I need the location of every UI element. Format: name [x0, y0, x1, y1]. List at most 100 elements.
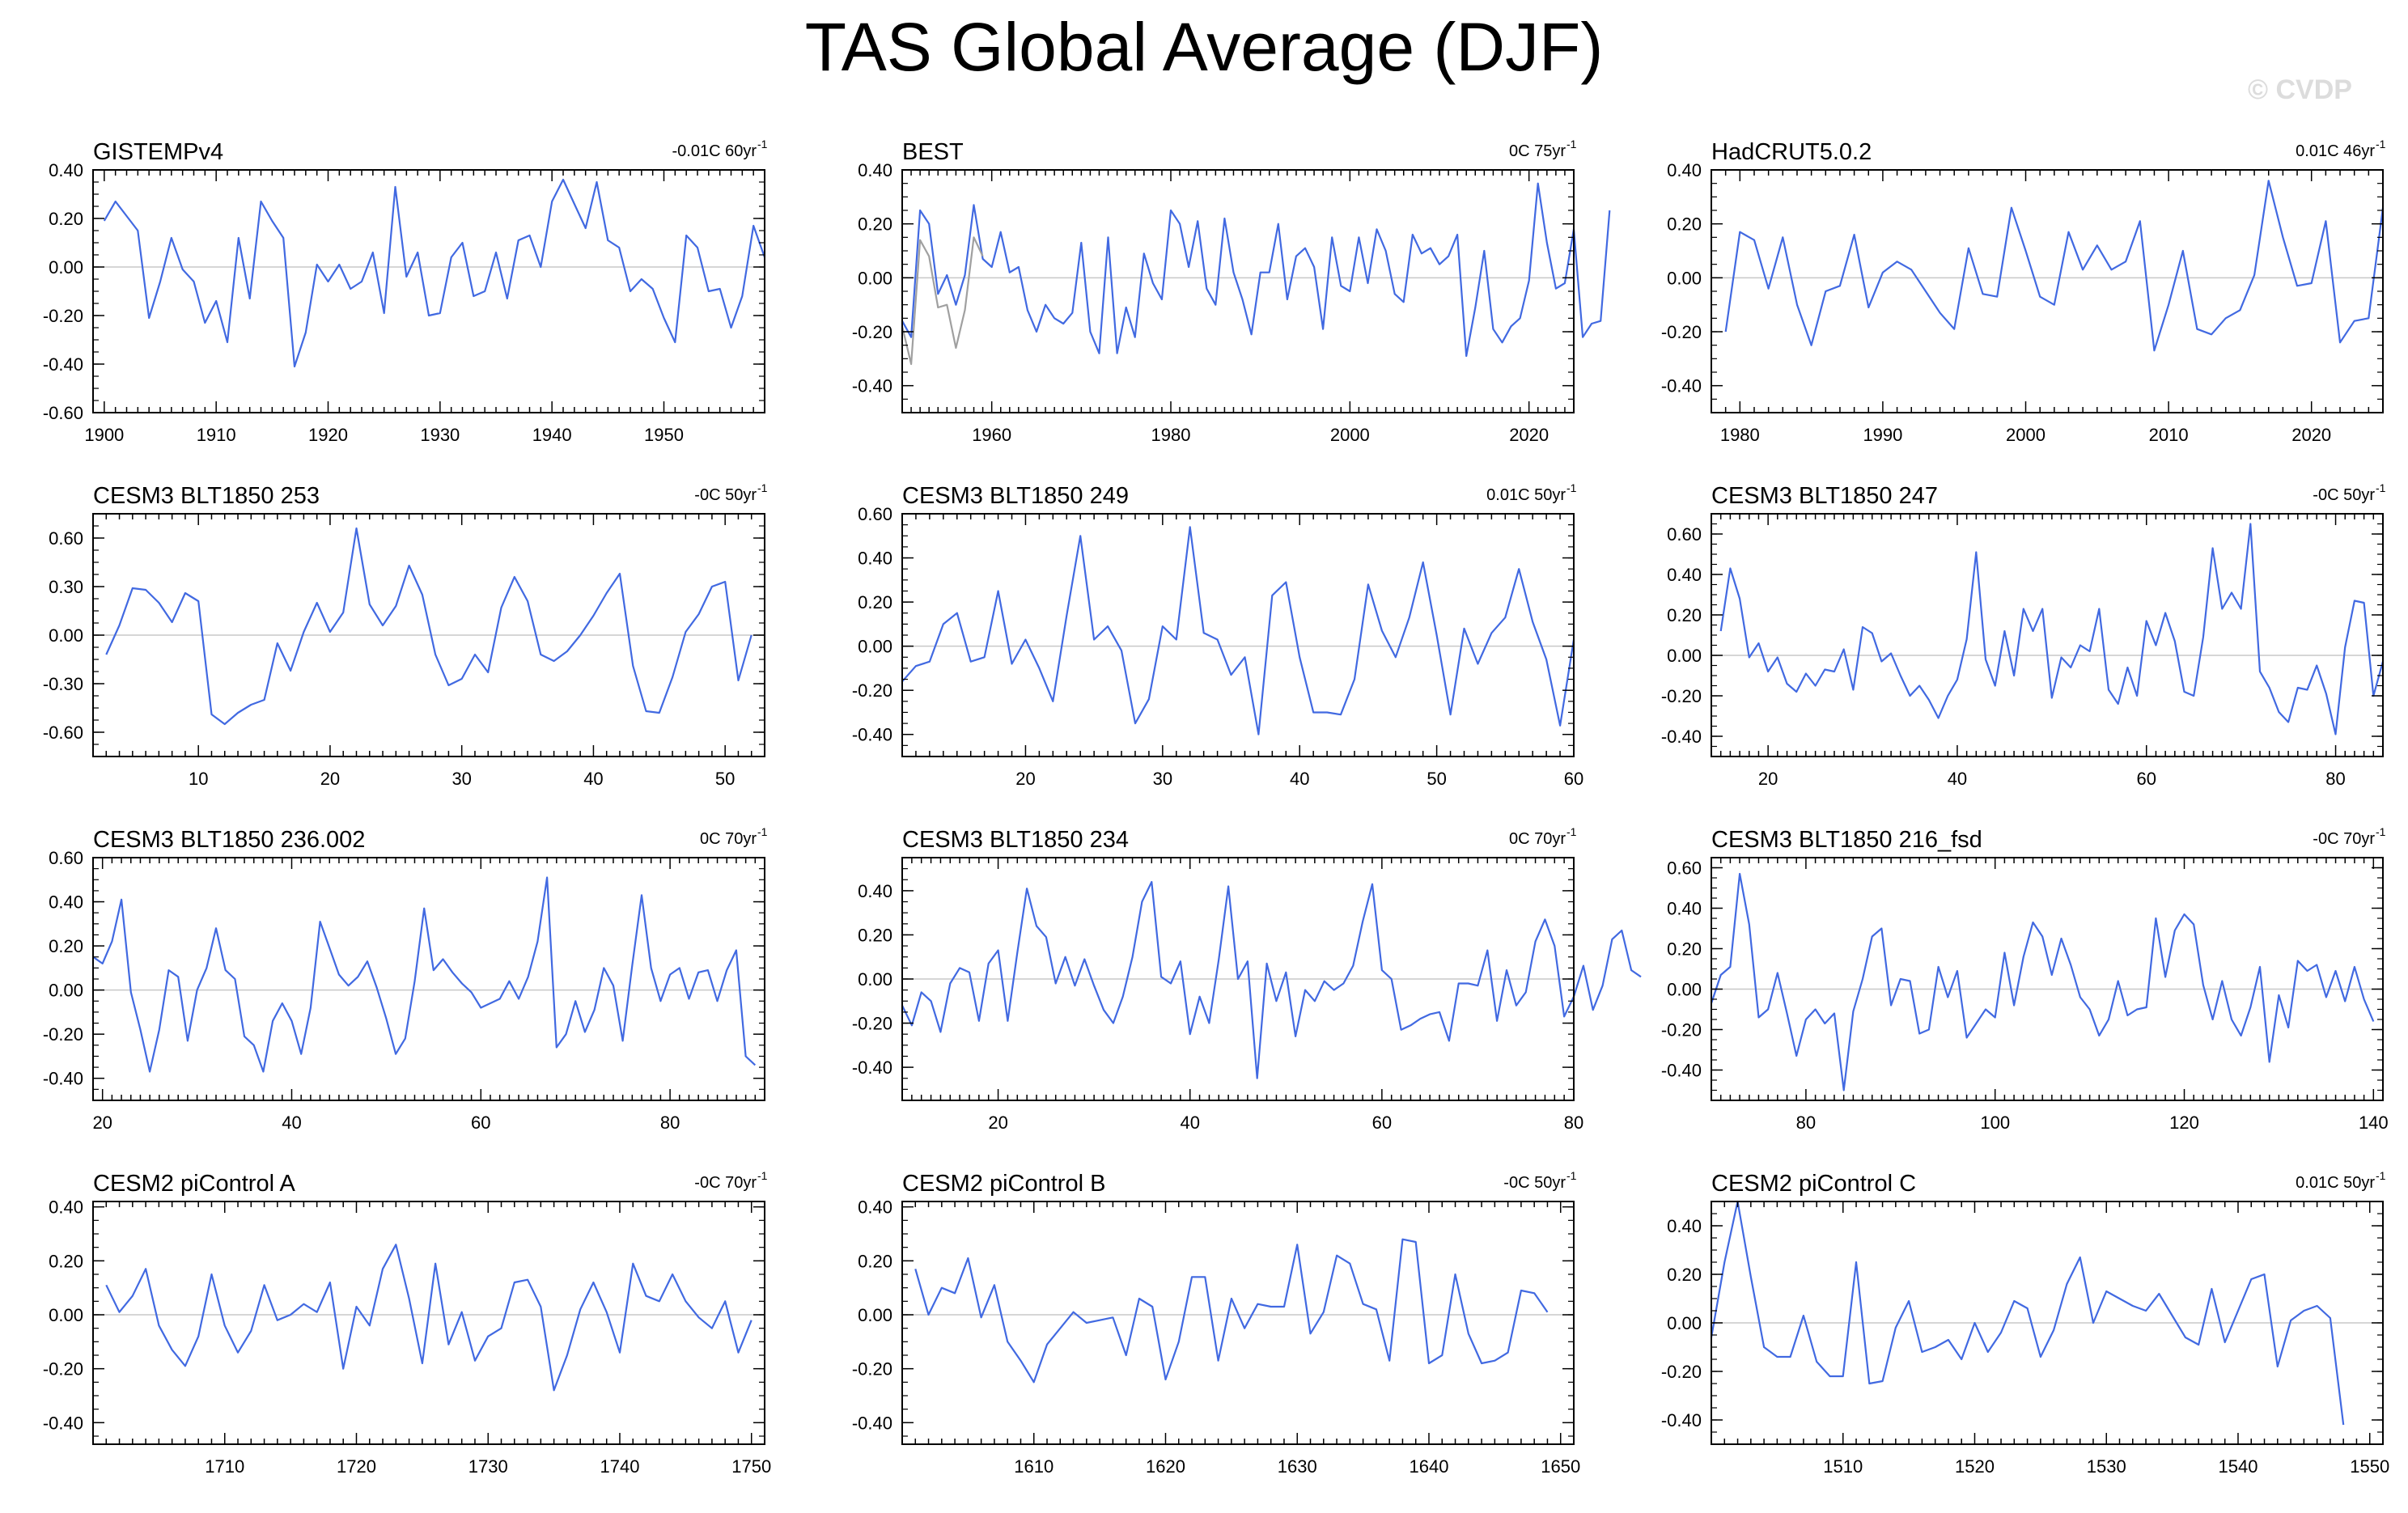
y-tick-label: -0.20: [43, 1024, 83, 1045]
trend-unit-superscript: -1: [757, 138, 768, 150]
y-tick-label: -0.40: [852, 1057, 892, 1078]
panel-title: HadCRUT5.0.2: [1711, 139, 1872, 165]
plot-frame: [1711, 169, 2384, 413]
x-tick-label: 1630: [1278, 1456, 1317, 1477]
x-tick-label: 120: [2169, 1112, 2199, 1133]
plot-frame: [92, 1201, 765, 1445]
y-tick-label: 0.00: [1667, 1313, 1702, 1333]
trend-unit-superscript: -1: [1566, 481, 1577, 494]
x-tick-label: 100: [1980, 1112, 2010, 1133]
y-tick-label: -0.20: [1661, 1362, 1702, 1382]
plot-frame: [1711, 513, 2384, 757]
x-tick-label: 1960: [972, 425, 1011, 445]
panel-best: 1960 1980 2000 2020 -0.40 -0.20 0.00 0.20 0.40 BE…: [852, 138, 1611, 445]
x-tick-label: 20: [92, 1112, 112, 1133]
y-tick-label: -0.20: [852, 1014, 892, 1034]
x-tick-label: 60: [471, 1112, 490, 1133]
y-tick-label: 0.40: [49, 1197, 83, 1218]
y-tick-label: -0.20: [852, 1359, 892, 1380]
x-tick-label: 30: [451, 769, 471, 789]
x-tick-label: 1990: [1863, 425, 1902, 445]
x-tick-label: 1610: [1014, 1456, 1054, 1477]
y-tick-label: 0.60: [49, 528, 83, 549]
panel-cesm2-b: 1610 1620 1630 1640 1650 -0.40 -0.20 0.00 0.20 0.…: [852, 1169, 1580, 1477]
y-tick-label: -0.40: [852, 725, 892, 745]
y-tick-label: 0.00: [49, 981, 83, 1001]
trend-unit-superscript: -1: [2376, 138, 2386, 150]
trend-label: 0C 70yr: [1509, 830, 1566, 848]
y-tick-label: 0.30: [49, 577, 83, 597]
panel-title: CESM3 BLT1850 216_fsd: [1711, 827, 1982, 853]
x-tick-label: 60: [2137, 769, 2156, 789]
panel-title: GISTEMPv4: [93, 139, 223, 165]
y-tick-label: 0.20: [858, 1251, 892, 1271]
y-tick-label: 0.60: [1667, 524, 1702, 545]
y-tick-label: 0.40: [1667, 565, 1702, 585]
chart-main-title: TAS Global Average (DJF): [804, 9, 1604, 85]
series-line: [103, 178, 766, 368]
series-line: [901, 182, 1611, 358]
y-tick-label: -0.60: [43, 723, 83, 743]
y-tick-label: 0.00: [858, 1305, 892, 1325]
y-tick-label: 0.00: [1667, 268, 1702, 288]
y-tick-label: 0.60: [49, 848, 83, 868]
panel-hadcrut: 1980 1990 2000 2010 2020 -0.40 -0.20 0.00 0.20 0.…: [1661, 138, 2386, 445]
x-tick-label: 1510: [1823, 1456, 1863, 1477]
panel-cesm3-249: 20 30 40 50 60 -0.40 -0.20 0.00 0.20 0.40 0.60 CESM…: [852, 481, 1583, 789]
y-tick-label: 0.00: [49, 625, 83, 646]
trend-label: 0C 70yr: [700, 830, 757, 848]
y-tick-label: -0.40: [1661, 376, 1702, 396]
x-tick-label: 1930: [420, 425, 460, 445]
series-line: [1719, 523, 2385, 735]
panel-cesm2-a: 1710 1720 1730 1740 1750 -0.40 -0.20 0.00 0.20 0.…: [43, 1169, 771, 1477]
y-tick-label: -0.40: [852, 1413, 892, 1433]
plot-frame: [901, 1201, 1575, 1445]
trend-label: -0C 50yr: [694, 486, 757, 504]
y-tick-label: -0.40: [43, 354, 83, 375]
panel-title: CESM3 BLT1850 234: [902, 827, 1129, 853]
x-tick-label: 20: [988, 1112, 1007, 1133]
panel-title: CESM3 BLT1850 247: [1711, 483, 1938, 509]
plot-frame: [1711, 857, 2384, 1101]
y-tick-label: 0.00: [49, 1305, 83, 1325]
x-tick-label: 10: [189, 769, 208, 789]
y-tick-label: -0.20: [1661, 686, 1702, 706]
y-tick-label: -0.30: [43, 674, 83, 694]
y-tick-label: -0.40: [1661, 727, 1702, 747]
panel-gistemp: 1900 1910 1920 1930 1940 1950 -0.60 -0.40 -0.20 0…: [43, 138, 768, 445]
y-tick-label: -0.40: [852, 376, 892, 396]
series-line: [105, 1244, 752, 1392]
trend-label: 0.01C 50yr: [1486, 486, 1566, 504]
y-tick-label: 0.20: [1667, 214, 1702, 235]
y-tick-label: -0.60: [43, 403, 83, 423]
panel-title: CESM3 BLT1850 249: [902, 483, 1129, 509]
x-tick-label: 2000: [1330, 425, 1370, 445]
y-tick-label: 0.40: [858, 1197, 892, 1218]
y-tick-label: -0.40: [1661, 1410, 1702, 1430]
trend-unit-superscript: -1: [1566, 1169, 1577, 1182]
y-tick-label: 0.60: [1667, 858, 1702, 879]
y-tick-label: 0.20: [858, 925, 892, 945]
panel-cesm3-234: 20 40 60 80 -0.40 -0.20 0.00 0.20 0.40 CESM3 BLT1…: [852, 825, 1642, 1133]
trend-label: -0.01C 60yr: [672, 142, 757, 160]
plot-frame: [901, 169, 1575, 413]
y-tick-label: -0.20: [852, 680, 892, 701]
x-tick-label: 1900: [84, 425, 124, 445]
y-tick-label: 0.40: [858, 549, 892, 569]
x-tick-label: 40: [583, 769, 603, 789]
panel-cesm2-c: 1510 1520 1530 1540 1550 -0.40 -0.20 0.00 0.20 0.…: [1661, 1169, 2389, 1477]
y-tick-label: -0.20: [1661, 322, 1702, 342]
x-tick-label: 80: [1564, 1112, 1583, 1133]
series-line: [1724, 180, 2385, 352]
panel-cesm3-236: 20 40 60 80 -0.40 -0.20 0.00 0.20 0.40 0.60 CESM3 …: [43, 825, 768, 1133]
x-tick-label: 1950: [644, 425, 684, 445]
y-tick-label: 0.00: [1667, 980, 1702, 1000]
series-line: [1710, 872, 2375, 1091]
x-tick-label: 80: [660, 1112, 680, 1133]
y-tick-label: -0.20: [1661, 1020, 1702, 1040]
x-tick-label: 1980: [1151, 425, 1191, 445]
series-line: [1710, 1200, 2345, 1426]
x-tick-label: 20: [320, 769, 340, 789]
y-tick-label: 0.20: [858, 592, 892, 612]
trend-label: 0C 75yr: [1509, 142, 1566, 160]
